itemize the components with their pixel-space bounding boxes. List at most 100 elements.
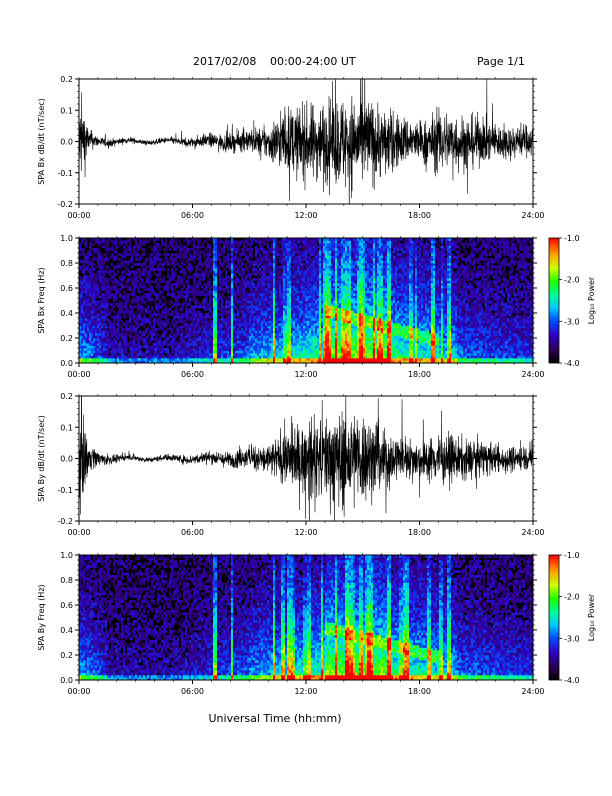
spectrogram-cell	[313, 298, 315, 301]
spectrogram-cell	[295, 323, 297, 326]
spectrogram-cell	[81, 346, 83, 349]
spectrogram-cell	[129, 336, 131, 339]
spectrogram-cell	[275, 293, 277, 296]
spectrogram-cell	[281, 251, 283, 254]
spectrogram-cell	[125, 261, 127, 264]
spectrogram-cell	[311, 341, 313, 344]
spectrogram-cell	[305, 341, 307, 344]
spectrogram-cell	[91, 296, 93, 299]
spectrogram-cell	[123, 356, 125, 359]
spectrogram-cell	[179, 358, 181, 361]
spectrogram-cell	[289, 243, 291, 246]
spectrogram-cell	[291, 356, 293, 359]
spectrogram-cell	[297, 273, 299, 276]
spectrogram-cell	[109, 338, 111, 341]
spectrogram-cell	[107, 331, 109, 334]
spectrogram-cell	[97, 266, 99, 269]
spectrogram-cell	[291, 308, 293, 311]
spectrogram-cell	[83, 321, 85, 324]
spectrogram-cell	[241, 298, 243, 301]
spectrogram-cell	[133, 273, 135, 276]
spectrogram-cell	[271, 263, 273, 266]
spectrogram-cell	[291, 328, 293, 331]
spectrogram-cell	[307, 276, 309, 279]
spectrogram-cell	[171, 276, 173, 279]
spectrogram-cell	[221, 338, 223, 341]
spectrogram-cell	[285, 346, 287, 349]
spectrogram-cell	[171, 321, 173, 324]
spectrogram-cell	[83, 268, 85, 271]
spectrogram-cell	[279, 313, 281, 316]
spectrogram-cell	[229, 356, 231, 359]
spectrogram-cell	[179, 296, 181, 299]
spectrogram-cell	[249, 246, 251, 249]
spectrogram-cell	[305, 301, 307, 304]
spectrogram-cell	[241, 333, 243, 336]
spectrogram-cell	[133, 248, 135, 251]
spectrogram-cell	[273, 283, 275, 286]
spectrogram-cell	[161, 266, 163, 269]
spectrogram-cell	[115, 303, 117, 306]
spectrogram-cell	[157, 311, 159, 314]
spectrogram-cell	[173, 261, 175, 264]
spectrogram-cell	[93, 248, 95, 251]
spectrogram-cell	[303, 338, 305, 341]
spectrogram-cell	[97, 291, 99, 294]
spectrogram-cell	[255, 306, 257, 309]
spectrogram-cell	[303, 356, 305, 359]
spectrogram-cell	[291, 321, 293, 324]
spectrogram-cell	[211, 266, 213, 269]
spectrogram-cell	[259, 343, 261, 346]
spectrogram-cell	[147, 341, 149, 344]
spectrogram-cell	[219, 271, 221, 274]
spectrogram-cell	[291, 303, 293, 306]
spectrogram-cell	[177, 296, 179, 299]
spectrogram-cell	[241, 286, 243, 289]
spectrogram-cell	[247, 326, 249, 329]
spectrogram-cell	[89, 351, 91, 354]
spectrogram-cell	[83, 296, 85, 299]
spectrogram-cell	[195, 281, 197, 284]
spectrogram-cell	[293, 328, 295, 331]
spectrogram-cell	[175, 311, 177, 314]
spectrogram-cell	[277, 323, 279, 326]
spectrogram-cell	[229, 298, 231, 301]
spectrogram-cell	[221, 351, 223, 354]
spectrogram-cell	[239, 343, 241, 346]
spectrogram-cell	[89, 328, 91, 331]
spectrogram-cell	[273, 348, 275, 351]
spectrogram-cell	[289, 286, 291, 289]
spectrogram-cell	[141, 346, 143, 349]
spectrogram-cell	[127, 343, 129, 346]
spectrogram-cell	[141, 281, 143, 284]
spectrogram-cell	[187, 316, 189, 319]
spectrogram-cell	[247, 328, 249, 331]
spectrogram-cell	[177, 246, 179, 249]
spectrogram-cell	[117, 326, 119, 329]
spectrogram-cell	[143, 346, 145, 349]
spectrogram-cell	[129, 278, 131, 281]
spectrogram-cell	[241, 271, 243, 274]
spectrogram-cell	[261, 286, 263, 289]
spectrogram-cell	[95, 283, 97, 286]
spectrogram-cell	[175, 303, 177, 306]
spectrogram-cell	[141, 271, 143, 274]
spectrogram-cell	[135, 271, 137, 274]
spectrogram-cell	[227, 301, 229, 304]
spectrogram-cell	[287, 273, 289, 276]
spectrogram-cell	[129, 241, 131, 244]
spectrogram-cell	[147, 241, 149, 244]
spectrogram-cell	[293, 266, 295, 269]
spectrogram-cell	[263, 273, 265, 276]
spectrogram-cell	[127, 298, 129, 301]
spectrogram-cell	[307, 351, 309, 354]
spectrogram-cell	[301, 341, 303, 344]
spectrogram-cell	[235, 318, 237, 321]
spectrogram-cell	[137, 321, 139, 324]
spectrogram-cell	[281, 311, 283, 314]
spectrogram-cell	[305, 246, 307, 249]
spectrogram-cell	[173, 248, 175, 251]
series-line	[79, 48, 533, 223]
spectrogram-cell	[99, 273, 101, 276]
spectrogram-cell	[267, 308, 269, 311]
